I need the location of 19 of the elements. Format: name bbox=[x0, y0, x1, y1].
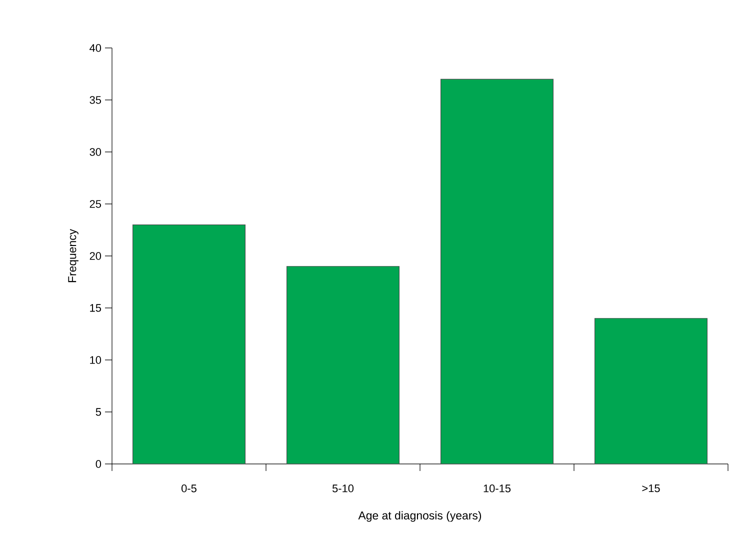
y-tick-label: 35 bbox=[90, 96, 102, 104]
y-tick-label: 30 bbox=[90, 148, 102, 156]
bar bbox=[594, 318, 708, 464]
x-tick-label: 0-5 bbox=[182, 484, 196, 492]
x-axis-title: Age at diagnosis (years) bbox=[358, 511, 482, 522]
y-tick-label: 40 bbox=[90, 44, 102, 52]
bar bbox=[286, 266, 400, 464]
bar bbox=[440, 78, 554, 464]
y-tick-label: 20 bbox=[90, 252, 102, 260]
y-tick-label: 10 bbox=[90, 356, 102, 364]
y-tick-label: 15 bbox=[90, 304, 102, 312]
x-tick-label: 5-10 bbox=[332, 484, 354, 492]
x-tick-label: >15 bbox=[642, 484, 660, 492]
y-axis-title: Frequency bbox=[68, 228, 78, 282]
y-tick-label: 0 bbox=[96, 460, 102, 468]
bar bbox=[132, 224, 246, 464]
y-tick-label: 25 bbox=[90, 200, 102, 208]
y-tick-label: 5 bbox=[96, 408, 102, 416]
x-tick-label: 10-15 bbox=[484, 484, 511, 492]
